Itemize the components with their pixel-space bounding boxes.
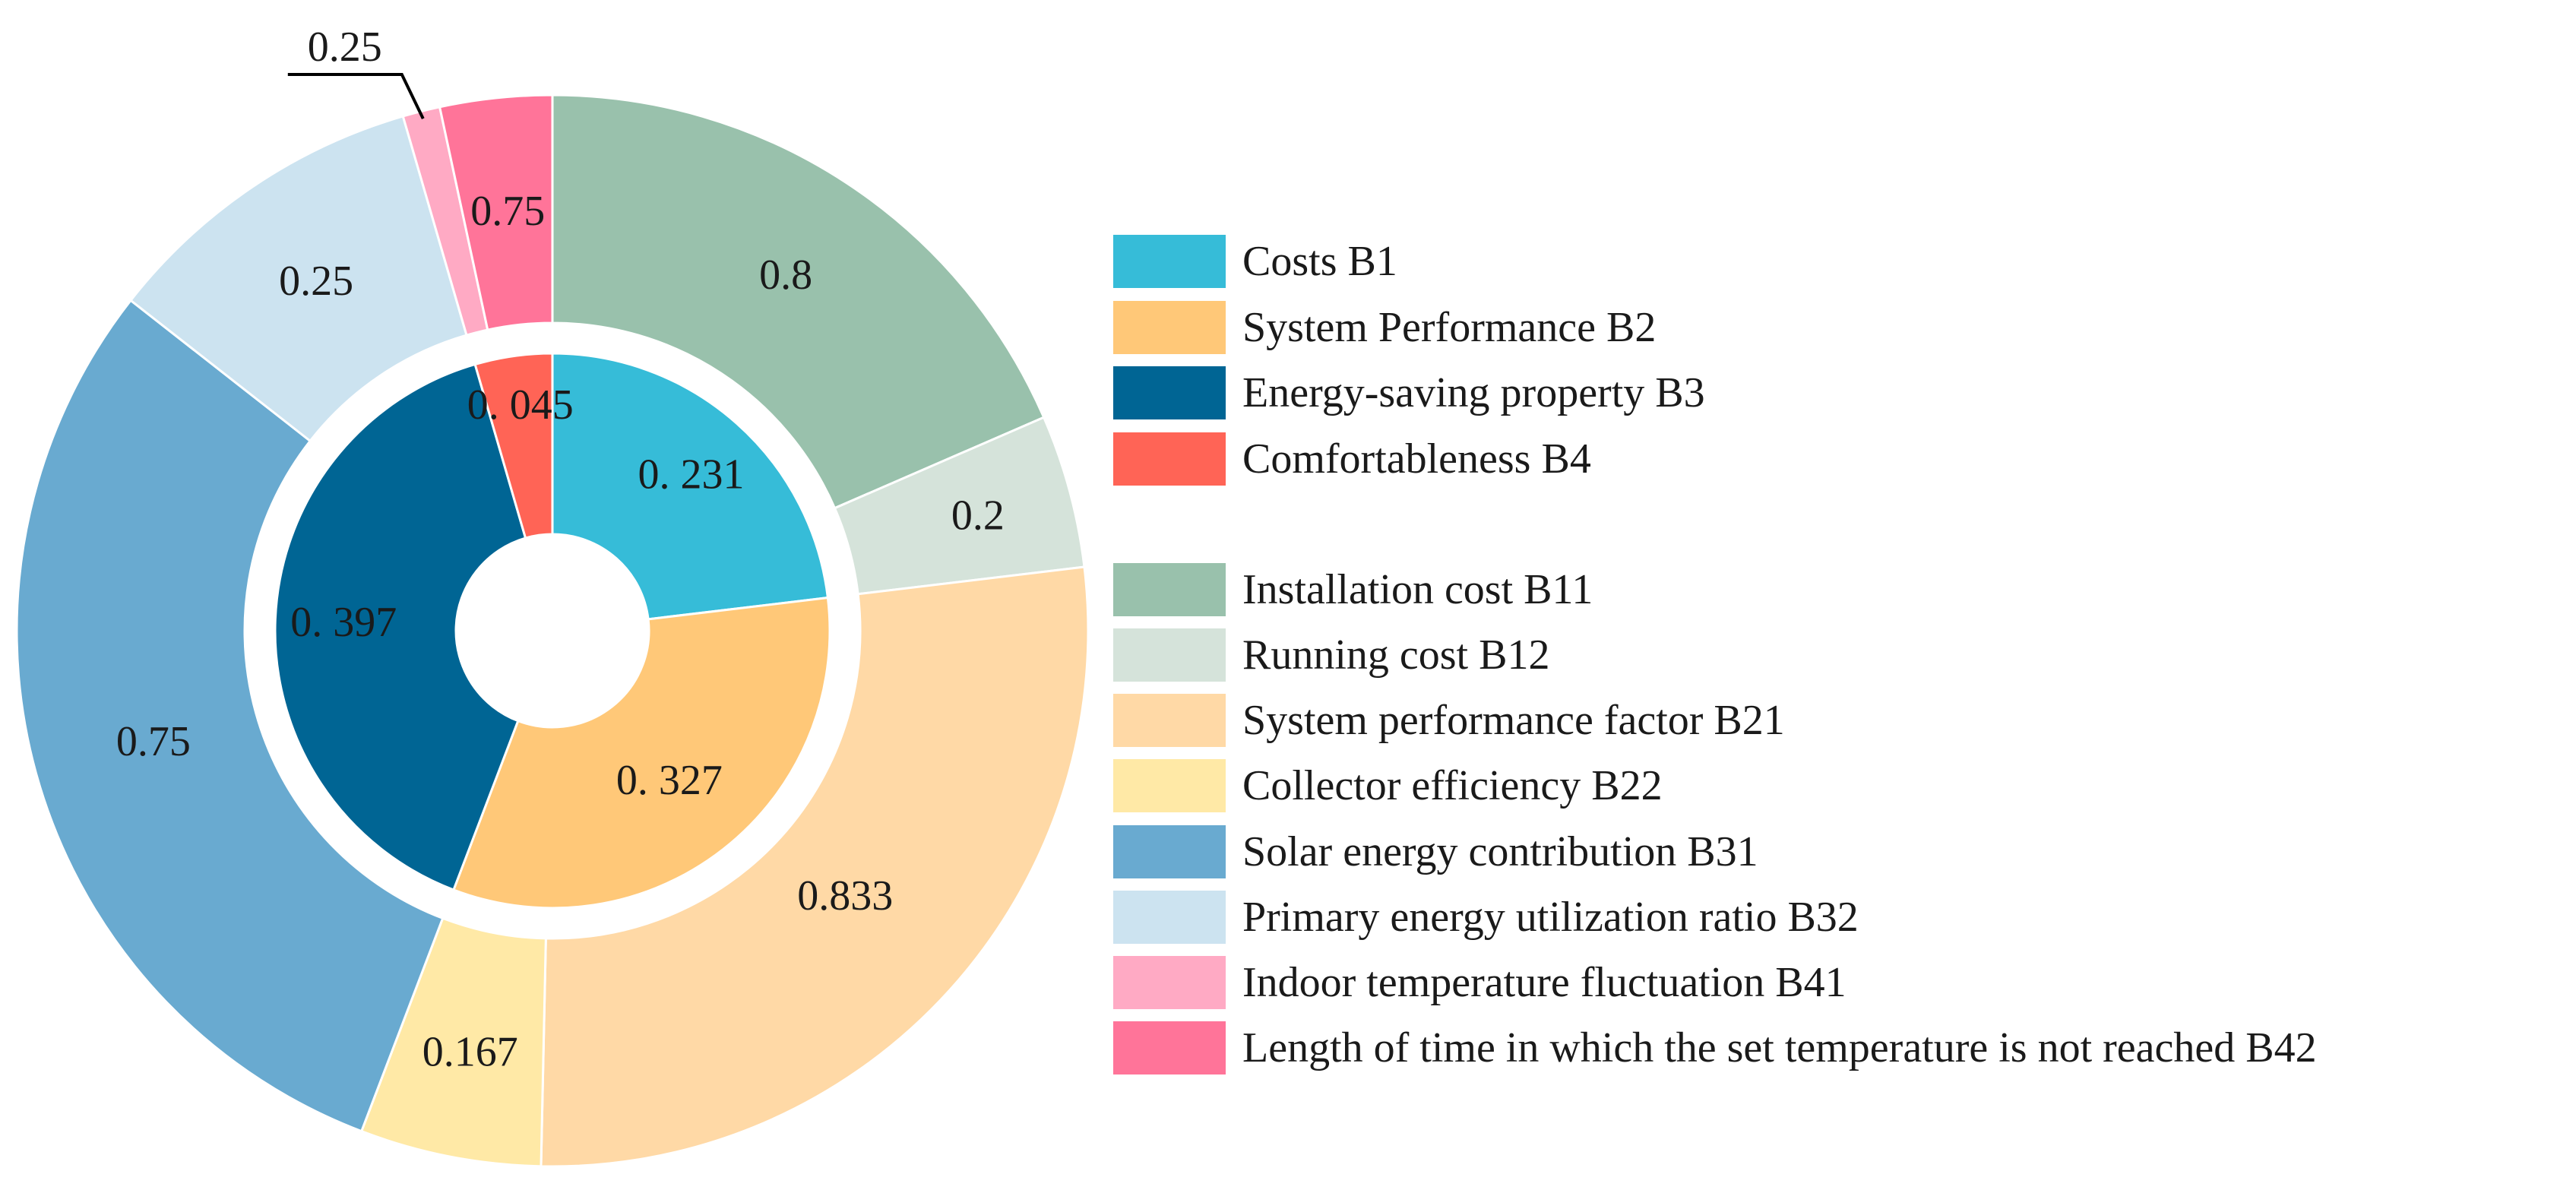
slice-labels: 0. 231 0. 327 0. 397 0. 045 0.8 0.2 0.833 0.167…: [116, 24, 1005, 1076]
legend-swatch-running-cost-b12: [1113, 628, 1226, 682]
leader-lines: [287, 73, 425, 120]
legend-swatch-costs-b1: [1113, 235, 1226, 288]
legend-swatch-energy-saving-property-b3: [1113, 366, 1226, 419]
outer-label-running-cost-b12: 0.2: [951, 492, 1005, 539]
outer-slice-solar-energy-contribution-b31: [15, 299, 445, 1133]
inner-label-comfortableness-b4: 0. 045: [467, 381, 574, 429]
outer-ring: [15, 93, 1090, 1168]
legend-label-system-performance-factor-b21: System performance factor B21: [1242, 697, 1785, 744]
legend-label-length-of-time-in-which-the-set-temperature-is-not-reached-b42: Length of time in which the set temperat…: [1242, 1024, 2317, 1071]
legend-swatch-installation-cost-b11: [1113, 563, 1226, 616]
legend-label-indoor-temperature-fluctuation-b41: Indoor temperature fluctuation B41: [1242, 959, 1847, 1006]
outer-label-primary-energy-utilization-ratio-b32: 0.25: [279, 258, 353, 305]
outer-label-collector-efficiency-b22: 0.167: [422, 1029, 518, 1076]
legend-label-solar-energy-contribution-b31: Solar energy contribution B31: [1242, 828, 1758, 875]
outer-label-length-of-time-in-which-the-set-temperature-is-not-reached-b42: 0.75: [470, 188, 545, 235]
outer-slice-length-of-time-in-which-the-set-temperature-is-not-reached-b42: [438, 93, 554, 331]
inner-label-energy-saving-property-b3: 0. 397: [290, 599, 397, 646]
legend: Costs B1 System Performance B2 Energy-savi…: [1113, 235, 2317, 1074]
outer-label-system-performance-factor-b21: 0.833: [797, 872, 893, 919]
inner-slice-comfortableness-b4: [473, 352, 554, 540]
legend-swatch-indoor-temperature-fluctuation-b41: [1113, 956, 1226, 1009]
legend-swatch-collector-efficiency-b22: [1113, 759, 1226, 812]
legend-label-primary-energy-utilization-ratio-b32: Primary energy utilization ratio B32: [1242, 894, 1859, 941]
inner-slice-energy-saving-property-b3: [274, 362, 527, 891]
legend-swatch-system-performance-factor-b21: [1113, 694, 1226, 747]
outer-label-solar-energy-contribution-b31: 0.75: [116, 718, 191, 765]
legend-label-costs-b1: Costs B1: [1242, 238, 1397, 285]
legend-swatch-primary-energy-utilization-ratio-b32: [1113, 891, 1226, 944]
legend-label-collector-efficiency-b22: Collector efficiency B22: [1242, 762, 1663, 809]
legend-swatch-length-of-time-in-which-the-set-temperature-is-not-reached-b42: [1113, 1021, 1226, 1074]
legend-swatch-solar-energy-contribution-b31: [1113, 825, 1226, 878]
inner-ring: [274, 352, 831, 910]
legend-label-running-cost-b12: Running cost B12: [1242, 631, 1549, 679]
outer-slice-installation-cost-b11: [551, 93, 1046, 510]
leader-line-indoor-temperature-fluctuation-b41: [287, 73, 425, 120]
legend-swatch-comfortableness-b4: [1113, 432, 1226, 486]
inner-slice-system-performance-b2: [451, 596, 831, 910]
legend-label-installation-cost-b11: Installation cost B11: [1242, 566, 1593, 613]
inner-label-system-performance-b2: 0. 327: [616, 757, 723, 804]
inner-label-costs-b1: 0. 231: [638, 451, 745, 498]
outer-slice-system-performance-factor-b21: [540, 565, 1090, 1168]
legend-swatch-system-performance-b2: [1113, 301, 1226, 354]
legend-label-system-performance-b2: System Performance B2: [1242, 304, 1656, 351]
outer-label-installation-cost-b11: 0.8: [759, 252, 812, 299]
outer-label-indoor-temperature-fluctuation-b41: 0.25: [308, 24, 382, 71]
legend-label-energy-saving-property-b3: Energy-saving property B3: [1242, 369, 1705, 416]
legend-label-comfortableness-b4: Comfortableness B4: [1242, 435, 1591, 483]
inner-slice-costs-b1: [551, 352, 830, 621]
